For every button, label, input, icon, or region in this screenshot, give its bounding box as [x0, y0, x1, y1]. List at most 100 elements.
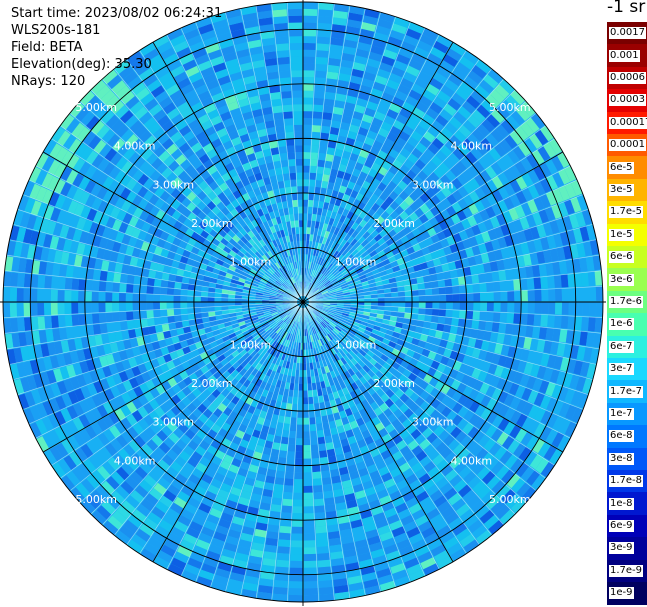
range-gate: [353, 344, 362, 352]
range-gate: [476, 329, 485, 340]
range-gate: [324, 270, 331, 277]
ray: [307, 125, 554, 299]
range-gate: [551, 384, 563, 399]
range-gate: [401, 323, 410, 330]
range-gate: [581, 316, 589, 331]
range-gate: [343, 225, 351, 234]
range-gate: [334, 326, 342, 332]
range-gate: [489, 216, 500, 228]
range-gate: [433, 96, 447, 109]
range-gate: [313, 485, 323, 493]
range-gate: [452, 390, 463, 402]
range-gate: [493, 291, 501, 302]
range-gate: [281, 505, 293, 514]
range-gate: [520, 302, 528, 313]
range-gate: [513, 313, 521, 324]
range-gate: [503, 421, 516, 435]
range-gate: [558, 168, 571, 185]
range-gate: [509, 396, 521, 410]
range-gate: [310, 220, 316, 228]
range-gate: [568, 302, 576, 316]
range-gate: [351, 274, 359, 280]
range-gate: [355, 48, 370, 59]
range-gate: [539, 162, 552, 178]
ray-separator: [308, 304, 578, 425]
range-gate: [540, 461, 555, 478]
range-gate: [383, 283, 391, 289]
range-gate: [583, 241, 593, 257]
range-gate: [311, 277, 316, 284]
range-gate: [303, 186, 309, 193]
range-gate: [343, 39, 358, 49]
range-gate: [492, 312, 501, 322]
range-gate: [440, 209, 451, 220]
range-gate: [425, 295, 433, 302]
range-gate: [564, 388, 576, 404]
range-gate: [449, 42, 466, 56]
range-gate: [337, 229, 344, 237]
range-gate: [173, 302, 181, 309]
range-gate: [338, 320, 346, 326]
range-gate: [532, 211, 543, 226]
range-gate: [466, 95, 481, 109]
range-gate: [479, 209, 490, 221]
range-gate: [322, 293, 330, 297]
range-gate: [322, 292, 329, 296]
range-gate: [483, 262, 492, 273]
range-gate: [423, 131, 436, 143]
range-gate: [461, 374, 472, 385]
range-gate: [436, 346, 446, 356]
range-gate: [451, 277, 459, 286]
range-gate: [425, 405, 436, 416]
range-gate: [414, 158, 426, 170]
range-gate: [371, 268, 380, 275]
range-gate: [561, 302, 569, 315]
range-gate: [322, 202, 330, 210]
range-gate: [351, 347, 359, 355]
range-gate: [194, 291, 202, 297]
range-gate: [497, 172, 510, 186]
range-gate: [457, 406, 469, 418]
range-gate: [311, 131, 321, 140]
range-gate: [349, 287, 357, 292]
range-gate: [440, 197, 452, 209]
range-gate: [378, 62, 393, 73]
range-gate: [333, 259, 340, 267]
ray-separator: [308, 239, 597, 302]
range-gate: [311, 213, 317, 222]
range-gate: [533, 238, 543, 252]
range-gate: [519, 216, 530, 230]
range-gate: [549, 248, 559, 262]
range-gate: [327, 263, 333, 271]
range-gate: [458, 318, 466, 327]
range-gate: [480, 137, 494, 152]
range-gate: [304, 574, 318, 582]
range-gate: [350, 338, 359, 345]
ray: [307, 306, 516, 525]
range-gate: [391, 142, 403, 153]
range-gate: [343, 241, 350, 249]
range-gate: [480, 452, 494, 466]
range-gate: [435, 413, 447, 425]
range-gate: [403, 141, 415, 153]
ray: [308, 304, 578, 438]
range-gate: [468, 177, 480, 190]
range-gate: [313, 263, 318, 271]
range-gate: [422, 89, 436, 102]
range-gate: [441, 331, 450, 341]
range-gate: [529, 338, 539, 351]
range-gate: [403, 279, 411, 286]
range-gate: [521, 172, 534, 187]
range-gate: [438, 162, 450, 174]
range-gate: [551, 204, 563, 219]
range-gate: [455, 160, 467, 173]
range-gate: [444, 79, 459, 92]
range-gate: [180, 302, 188, 309]
range-gate: [355, 224, 363, 233]
range-gate: [345, 137, 356, 147]
range-gate: [330, 320, 338, 326]
range-gate: [462, 422, 474, 435]
range-gate: [98, 302, 106, 313]
range-gate: [331, 268, 339, 275]
range-gate: [534, 129, 549, 146]
